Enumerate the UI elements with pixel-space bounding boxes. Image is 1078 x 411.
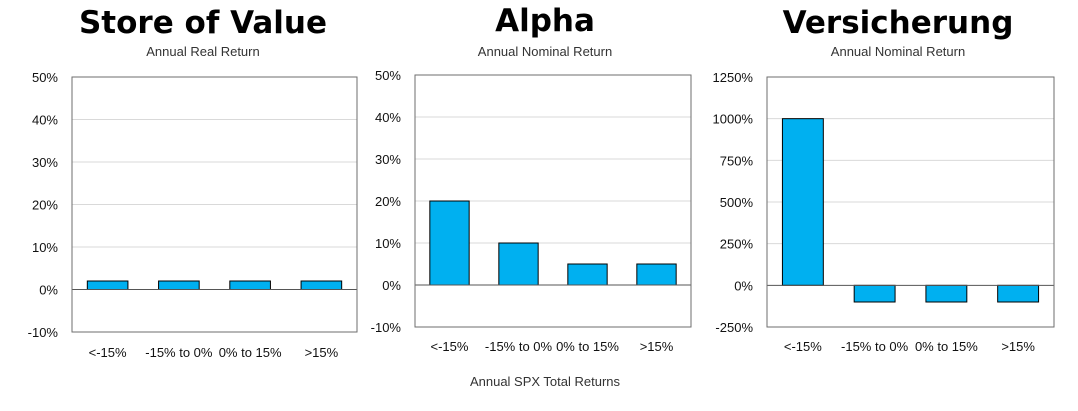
y-tick-label: 30% xyxy=(375,152,401,167)
y-tick-label: 0% xyxy=(382,278,401,293)
y-tick-label: 0% xyxy=(39,283,58,298)
bar xyxy=(567,263,608,286)
bar xyxy=(429,200,470,286)
plot-frame xyxy=(766,76,1055,328)
x-tick-label: >15% xyxy=(305,345,339,360)
bar xyxy=(86,280,129,290)
y-tick-label: -10% xyxy=(28,325,59,340)
y-tick-label: 40% xyxy=(32,113,58,128)
y-tick-label: 50% xyxy=(375,68,401,83)
x-tick-label: <-15% xyxy=(784,339,822,354)
x-tick-label: <-15% xyxy=(431,339,469,354)
chart-title: Alpha xyxy=(495,3,595,39)
shared-x-axis-label: Annual SPX Total Returns xyxy=(470,374,621,389)
chart-1: Store of Value Annual Real Return -10% 0% 10… xyxy=(28,5,358,360)
chart-title: Versicherung xyxy=(783,5,1014,41)
bar xyxy=(229,280,271,290)
y-tick-label: 750% xyxy=(720,153,754,168)
chart-subtitle: Annual Real Return xyxy=(146,44,259,59)
y-tick-label: 50% xyxy=(32,70,58,85)
bar xyxy=(636,263,677,286)
plot-frame xyxy=(71,76,358,333)
x-tick-label: >15% xyxy=(1001,339,1035,354)
bar xyxy=(781,118,824,286)
x-tick-label: 0% to 15% xyxy=(556,339,619,354)
y-tick-label: 500% xyxy=(720,195,754,210)
chart-title: Store of Value xyxy=(79,5,327,41)
y-tick-label: -250% xyxy=(715,320,753,335)
bar xyxy=(997,284,1040,303)
bar xyxy=(158,280,200,290)
x-tick-label: >15% xyxy=(640,339,674,354)
bar xyxy=(300,280,343,290)
y-tick-label: 40% xyxy=(375,110,401,125)
x-tick-label: 0% to 15% xyxy=(219,345,282,360)
chart-subtitle: Annual Nominal Return xyxy=(478,44,612,59)
y-tick-label: 1000% xyxy=(713,112,754,127)
y-tick-label: 20% xyxy=(32,198,58,213)
y-tick-label: 30% xyxy=(32,155,58,170)
y-tick-label: 20% xyxy=(375,194,401,209)
y-tick-label: -10% xyxy=(371,320,402,335)
bar xyxy=(498,242,539,286)
x-tick-label: -15% to 0% xyxy=(841,339,909,354)
bar xyxy=(853,284,896,303)
chart-3: Versicherung Annual Nominal Return -250% 0%… xyxy=(713,5,1055,354)
x-tick-label: 0% to 15% xyxy=(915,339,978,354)
y-tick-label: 250% xyxy=(720,237,754,252)
chart-2: Alpha Annual Nominal Return -10% 0% 10% 20% 30… xyxy=(371,3,692,354)
x-tick-label: -15% to 0% xyxy=(485,339,553,354)
y-tick-label: 1250% xyxy=(713,70,754,85)
y-tick-label: 0% xyxy=(734,278,753,293)
x-tick-label: -15% to 0% xyxy=(145,345,213,360)
x-tick-label: <-15% xyxy=(89,345,127,360)
chart-subtitle: Annual Nominal Return xyxy=(831,44,965,59)
plot-frame xyxy=(414,74,692,328)
y-tick-label: 10% xyxy=(32,240,58,255)
bar xyxy=(925,284,968,303)
y-tick-label: 10% xyxy=(375,236,401,251)
